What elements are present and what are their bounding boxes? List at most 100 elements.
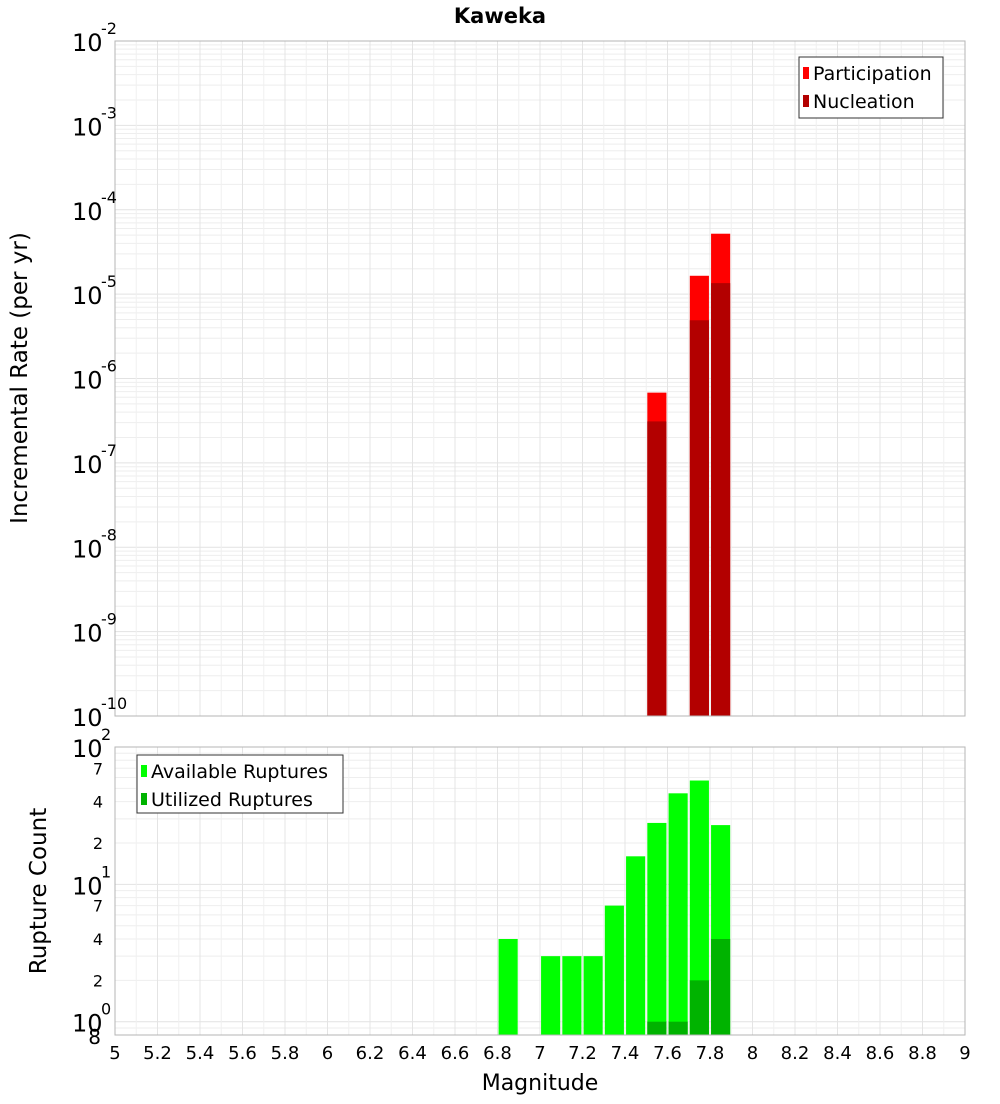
x-tick-label: 7.4: [611, 1043, 640, 1064]
top-y-axis-label: Incremental Rate (per yr): [7, 232, 33, 524]
x-tick-label: 7: [534, 1043, 545, 1064]
count-y-minor-tick-label: 8: [88, 1025, 101, 1049]
count-legend-label: Available Ruptures: [151, 761, 328, 783]
rate-y-tick-exponent: -10: [101, 694, 127, 713]
rate-y-tick-exponent: -7: [101, 441, 117, 460]
rate-y-tick-base: 10: [72, 451, 103, 479]
count-y-minor-tick-label: 7: [93, 897, 103, 916]
count-y-tick-label: 102: [72, 725, 111, 763]
rate-y-tick-label: 10-8: [72, 525, 117, 563]
count-legend-box: [136, 754, 344, 814]
rate-bar-nucleation: [647, 421, 667, 716]
count-bar-available-ruptures: [583, 956, 603, 1035]
count-y-tick-label: 100: [72, 1000, 111, 1038]
rate-y-tick-base: 10: [72, 535, 103, 563]
x-tick-label: 8.2: [781, 1043, 810, 1064]
rate-y-tick-exponent: -4: [101, 188, 117, 207]
count-legend: Available Ruptures Utilized Ruptures: [136, 754, 344, 814]
x-tick-label: 7.6: [653, 1043, 682, 1064]
bottom-y-axis-label: Rupture Count: [26, 808, 52, 974]
rate-legend-label: Nucleation: [813, 91, 915, 113]
x-tick-label: 6: [322, 1043, 333, 1064]
rate-y-tick-label: 10-7: [72, 441, 117, 479]
count-bar-available-ruptures: [647, 822, 667, 1035]
rate-bar-nucleation: [689, 320, 709, 716]
count-y-tick-exponent: 2: [101, 725, 111, 744]
rate-y-tick-label: 10-5: [72, 272, 117, 310]
count-y-tick-base: 10: [72, 872, 103, 900]
rate-y-tick-base: 10: [72, 704, 103, 732]
x-tick-label: 8.6: [866, 1043, 895, 1064]
count-bar-available-ruptures: [689, 780, 709, 1035]
count-legend-label: Utilized Ruptures: [151, 789, 313, 811]
x-tick-label: 7.8: [696, 1043, 725, 1064]
x-tick-label: 8.8: [908, 1043, 937, 1064]
count-y-tick-exponent: 1: [101, 862, 111, 881]
count-plot-frame: [114, 746, 966, 1036]
rate-y-tick-base: 10: [72, 29, 103, 57]
x-tick-label: 5.8: [271, 1043, 300, 1064]
rate-panel: 10-1010-910-810-710-610-510-410-310-2Par…: [72, 19, 966, 732]
count-legend-swatch: [141, 765, 147, 777]
rate-y-tick-base: 10: [72, 620, 103, 648]
rate-legend-box: [798, 56, 944, 119]
count-bar-utilized-ruptures: [647, 1021, 667, 1035]
rate-y-tick-exponent: -3: [101, 103, 117, 122]
rate-y-tick-exponent: -9: [101, 610, 117, 629]
rate-y-tick-label: 10-9: [72, 610, 117, 648]
rate-y-tick-base: 10: [72, 367, 103, 395]
x-tick-label: 5.6: [228, 1043, 257, 1064]
count-y-tick-label: 101: [72, 862, 111, 900]
count-bar-available-ruptures: [562, 956, 582, 1035]
count-bar-available-ruptures: [626, 856, 646, 1035]
rate-y-tick-exponent: -5: [101, 272, 117, 291]
plot-layer: 10-1010-910-810-710-610-510-410-310-2Par…: [72, 19, 971, 1064]
rate-plot-frame: [114, 40, 966, 717]
x-tick-label: 8: [747, 1043, 758, 1064]
count-bar-available-ruptures: [668, 793, 688, 1035]
count-y-minor-tick-label: 2: [93, 834, 103, 853]
rate-y-tick-base: 10: [72, 198, 103, 226]
x-tick-label: 5.2: [143, 1043, 172, 1064]
count-bar-utilized-ruptures: [711, 939, 731, 1035]
count-bar-available-ruptures: [498, 939, 518, 1035]
rate-y-tick-label: 10-10: [72, 694, 127, 732]
rate-bar-nucleation: [711, 283, 731, 716]
rate-y-tick-label: 10-6: [72, 357, 117, 395]
rate-y-tick-base: 10: [72, 282, 103, 310]
count-bar-utilized-ruptures: [668, 1021, 688, 1035]
rate-y-tick-exponent: -8: [101, 525, 117, 544]
count-y-minor-tick-label: 2: [93, 971, 103, 990]
rate-y-tick-exponent: -2: [101, 19, 117, 38]
rate-y-tick-label: 10-2: [72, 19, 117, 57]
x-tick-label: 9: [959, 1043, 970, 1064]
count-y-tick-exponent: 0: [101, 1000, 111, 1019]
chart-title: Kaweka: [454, 4, 546, 28]
x-axis-label: Magnitude: [482, 1071, 599, 1096]
count-y-tick-base: 10: [72, 735, 103, 763]
x-tick-label: 5: [109, 1043, 120, 1064]
x-tick-label: 6.8: [483, 1043, 512, 1064]
rate-y-tick-label: 10-3: [72, 103, 117, 141]
count-bar-available-ruptures: [541, 956, 561, 1035]
rate-y-tick-label: 10-4: [72, 188, 117, 226]
x-tick-label: 6.4: [398, 1043, 427, 1064]
rate-legend-label: Participation: [813, 63, 932, 85]
x-tick-label: 6.2: [356, 1043, 385, 1064]
rate-legend-swatch: [803, 95, 809, 107]
x-tick-label: 7.2: [568, 1043, 597, 1064]
count-bar-available-ruptures: [604, 905, 624, 1035]
x-tick-label: 8.4: [823, 1043, 852, 1064]
x-tick-labels: 5 5.2 5.4 5.6 5.8 6 6.2 6.4 6.6 6.8 7 7.2 7.4 7.6 7.8 8…: [109, 1043, 970, 1064]
rate-y-tick-base: 10: [72, 113, 103, 141]
rate-y-tick-exponent: -6: [101, 357, 117, 376]
rate-legend-swatch: [803, 67, 809, 79]
x-tick-label: 6.6: [441, 1043, 470, 1064]
rate-legend: Participation Nucleation: [798, 56, 944, 119]
count-y-minor-tick-label: 7: [93, 759, 103, 778]
count-y-minor-tick-label: 4: [93, 930, 103, 949]
count-y-tick-base: 10: [72, 1010, 103, 1038]
